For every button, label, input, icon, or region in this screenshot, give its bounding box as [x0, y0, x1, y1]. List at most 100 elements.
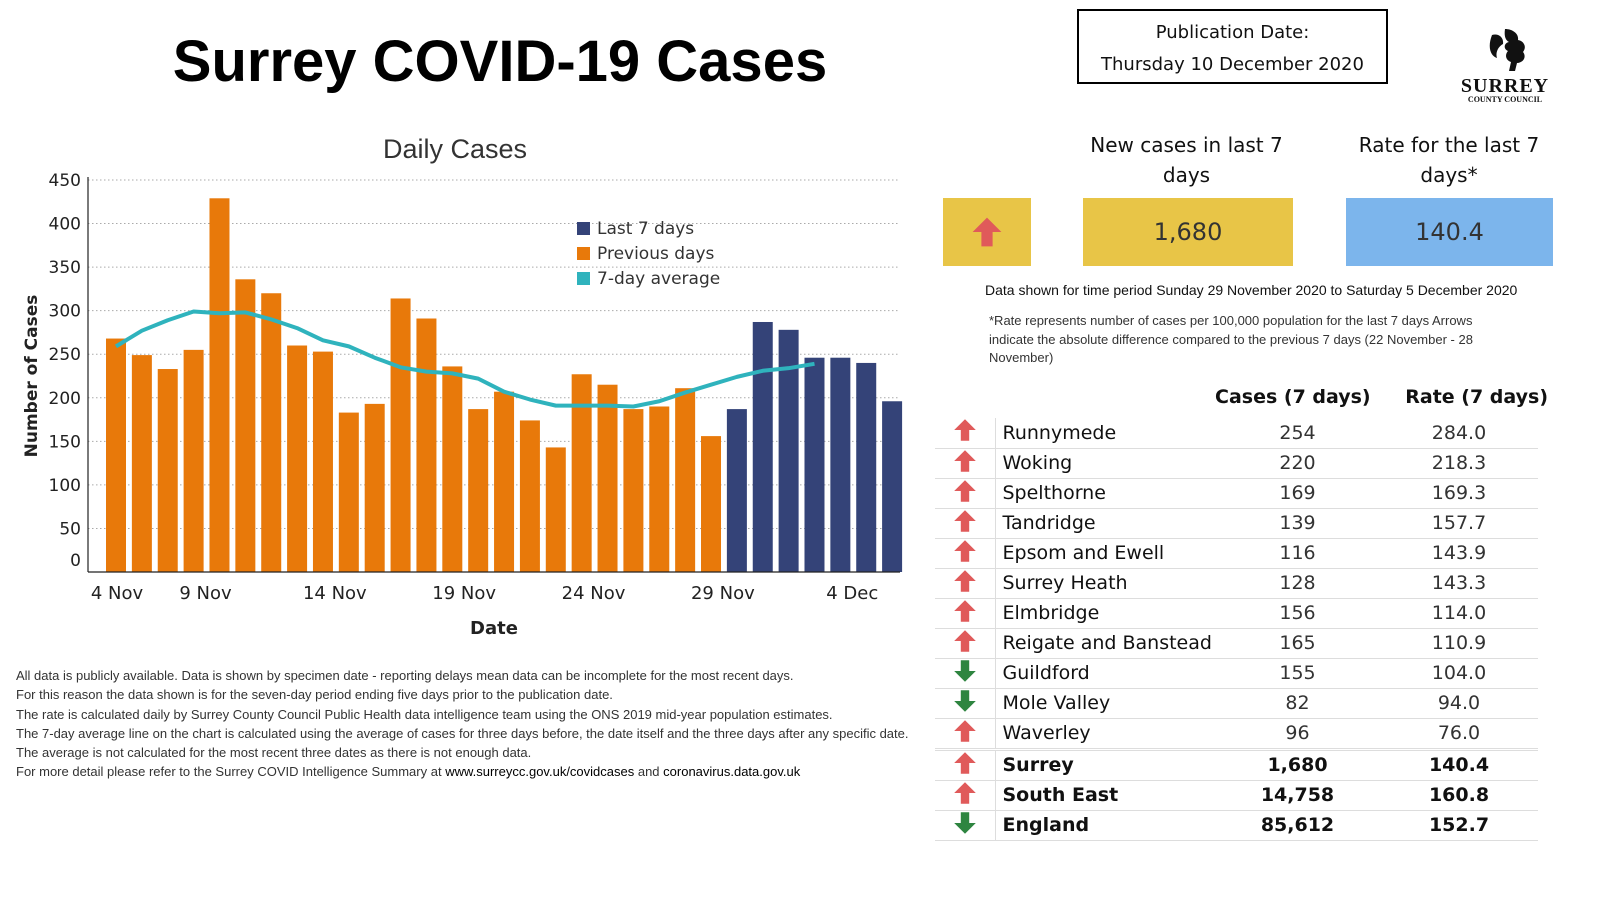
arrow-up-icon: [953, 719, 976, 742]
bar-13-nov: [312, 351, 333, 572]
x-tick-label: 4 Nov: [91, 583, 144, 604]
legend-label: 7-day average: [597, 269, 720, 289]
trend-cell: [935, 718, 996, 750]
page-title: Surrey COVID-19 Cases: [172, 29, 828, 94]
x-tick-label: 14 Nov: [303, 583, 367, 604]
x-tick-label: 19 Nov: [432, 583, 496, 604]
trend-cell: [935, 810, 996, 841]
area-name: Waverley: [995, 718, 1215, 750]
period-text: Data shown for time period Sunday 29 Nov…: [985, 282, 1518, 298]
daily-cases-chart: Daily Cases 0 50 100 150 200 250 300 350 400 450 Nu…: [22, 134, 903, 639]
legend-label: Last 7 days: [597, 219, 694, 239]
bar-23-nov: [571, 374, 592, 572]
gov-link[interactable]: coronavirus.data.gov.uk: [663, 764, 801, 780]
area-name: Spelthorne: [995, 478, 1215, 509]
cases-value: 128: [1215, 568, 1380, 599]
bar-20-nov: [494, 391, 515, 572]
rate-label: Rate for the last 7 days*: [1358, 133, 1540, 187]
arrow-up-icon: [953, 449, 976, 472]
y-tick-label: 100: [49, 476, 81, 496]
table-row: England 85,612 152.7: [935, 810, 1538, 841]
overall-trend-box: [943, 198, 1031, 266]
bar-2-dec: [804, 357, 825, 572]
table-row: Epsom and Ewell 116 143.9: [935, 538, 1538, 569]
cases-value: 220: [1215, 448, 1380, 479]
note-line: All data is publicly available. Data is …: [16, 668, 794, 683]
bar-14-nov: [338, 412, 359, 572]
area-name: Epsom and Ewell: [995, 538, 1215, 569]
area-name: Reigate and Banstead: [995, 628, 1215, 659]
cases-value: 1,680: [1215, 747, 1380, 781]
table-row: South East 14,758 160.8: [935, 780, 1538, 811]
area-name: South East: [995, 780, 1215, 811]
arrow-up-icon: [953, 509, 976, 532]
cases-value: 155: [1215, 658, 1380, 689]
table-row: Spelthorne 169 169.3: [935, 478, 1538, 509]
rate-value: 218.3: [1380, 448, 1538, 479]
rate-value: 76.0: [1380, 718, 1538, 750]
publication-date: Thursday 10 December 2020: [1101, 54, 1364, 75]
rate-value: 160.8: [1380, 780, 1538, 811]
rate-value: 143.9: [1380, 538, 1538, 569]
bar-28-nov: [701, 436, 722, 572]
y-tick-label: 0: [70, 551, 81, 571]
logo-subtext: COUNTY COUNCIL: [1467, 95, 1543, 104]
table-row: Mole Valley 82 94.0: [935, 688, 1538, 719]
arrow-up-icon: [953, 781, 976, 804]
arrow-up-icon: [953, 569, 976, 592]
bar-24-nov: [597, 384, 618, 572]
district-table: Runnymede 254 284.0 Woking 220 218.3 Spe…: [935, 418, 1538, 841]
note-line: The 7-day average line on the chart is c…: [16, 725, 909, 761]
y-tick-label: 350: [49, 258, 81, 278]
trend-cell: [935, 448, 996, 479]
rate-value: 110.9: [1380, 628, 1538, 659]
rate-value: 157.7: [1380, 508, 1538, 539]
trend-cell: [935, 658, 996, 689]
legend-swatch: [577, 247, 590, 260]
rate-value: 143.3: [1380, 568, 1538, 599]
y-tick-label: 300: [49, 302, 81, 322]
table-header: Cases (7 days) Rate (7 days): [1215, 386, 1548, 408]
rate-value: 140.4: [1346, 198, 1553, 266]
rate-value: 104.0: [1380, 658, 1538, 689]
rate-value: 284.0: [1380, 418, 1538, 449]
bar-3-dec: [830, 357, 851, 572]
arrow-down-icon: [953, 689, 976, 712]
surrey-logo: SURREY COUNTY COUNCIL: [1455, 25, 1555, 104]
surreycc-link[interactable]: www.surreycc.gov.uk/covidcases: [445, 764, 635, 780]
rate-value: 169.3: [1380, 478, 1538, 509]
area-name: Elmbridge: [995, 598, 1215, 629]
bar-22-nov: [545, 447, 566, 572]
y-tick-label: 450: [49, 171, 81, 191]
x-tick-label: 24 Nov: [562, 583, 626, 604]
area-name: Runnymede: [995, 418, 1215, 449]
x-tick-label: 4 Dec: [826, 583, 878, 604]
table-row: Runnymede 254 284.0: [935, 418, 1538, 449]
table-row: Surrey 1,680 140.4: [935, 747, 1538, 781]
cases-value: 254: [1215, 418, 1380, 449]
bar-5-dec: [882, 401, 903, 572]
bar-1-dec: [778, 329, 799, 572]
y-tick-label: 50: [59, 519, 81, 539]
cases-value: 165: [1215, 628, 1380, 659]
trend-cell: [935, 688, 996, 719]
rate-value: 140.4: [1380, 747, 1538, 781]
bar-30-nov: [752, 321, 773, 572]
rate-value: 114.0: [1380, 598, 1538, 629]
cases-value: 139: [1215, 508, 1380, 539]
cases-value: 156: [1215, 598, 1380, 629]
area-name: Surrey Heath: [995, 568, 1215, 599]
area-name: Tandridge: [995, 508, 1215, 539]
rate-note: *Rate represents number of cases per 100…: [989, 313, 1473, 365]
bar-9-nov: [209, 198, 230, 572]
table-row: Waverley 96 76.0: [935, 718, 1538, 750]
cases-value: 14,758: [1215, 780, 1380, 811]
trend-cell: [935, 478, 996, 509]
trend-cell: [935, 780, 996, 811]
table-row: Woking 220 218.3: [935, 448, 1538, 479]
bar-26-nov: [649, 406, 670, 572]
cases-value: 82: [1215, 688, 1380, 719]
arrow-up-icon: [953, 629, 976, 652]
rate-value: 94.0: [1380, 688, 1538, 719]
x-tick-label: 29 Nov: [691, 583, 755, 604]
